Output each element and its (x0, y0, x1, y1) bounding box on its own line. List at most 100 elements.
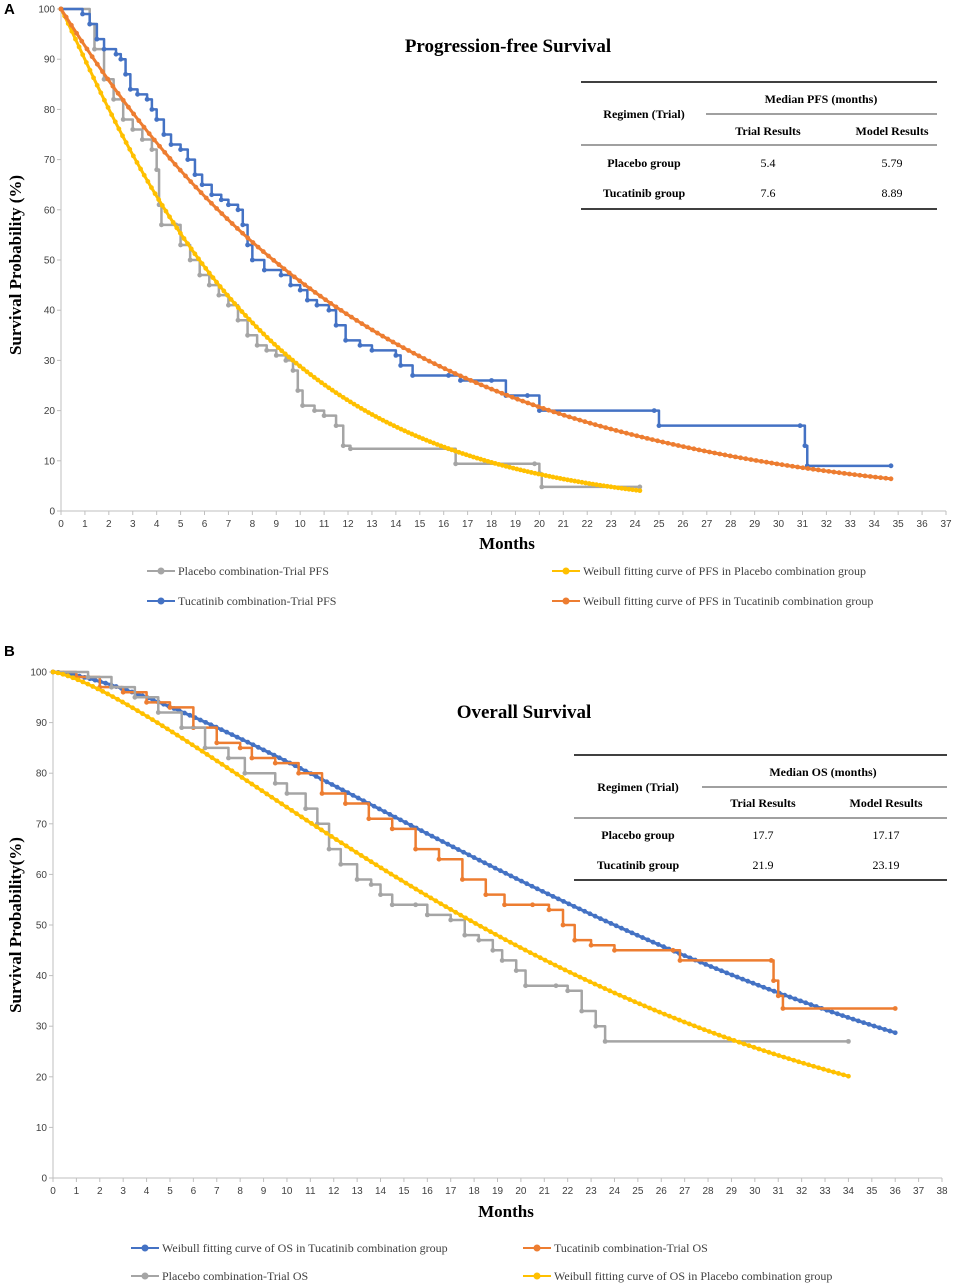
legend-item-placebo-trial-pfs: Placebo combination-Trial PFS (147, 564, 329, 578)
pfs-data-point (131, 111, 137, 117)
os-data-point (565, 988, 571, 994)
os-data-point (461, 849, 466, 855)
pfs-data-point (94, 36, 100, 42)
os-data-point (530, 902, 535, 908)
os-data-point (383, 868, 389, 874)
os-data-point (502, 902, 507, 908)
pfs-data-point (319, 380, 324, 386)
os-data-point (150, 717, 155, 723)
pfs-data-point (873, 474, 878, 480)
pfs-data-point (546, 407, 552, 413)
pfs-data-point (127, 146, 133, 152)
pfs-data-point (460, 451, 465, 456)
os-data-point (155, 710, 161, 715)
pfs-data-point (764, 459, 769, 465)
os-data-point (642, 1003, 647, 1009)
pfs-data-point (499, 390, 505, 396)
pfs-x-tick-label: 17 (462, 519, 474, 530)
pfs-data-point (390, 339, 396, 345)
pfs-data-point (76, 44, 82, 50)
pfs-data-point (255, 244, 261, 250)
os-data-point (115, 696, 121, 702)
pfs-data-point (152, 191, 158, 197)
pfs-data-point (393, 352, 399, 358)
os-series-tucatinib-combination-trial-os (53, 670, 896, 1010)
os-data-point (272, 780, 278, 786)
legend-item-placebo-trial-os: Placebo combination-Trial OS (131, 1269, 308, 1283)
os-data-point (877, 1025, 882, 1031)
os-data-point (466, 852, 472, 858)
pfs-markers-tucatinib-combination-trial-pfs (58, 6, 894, 469)
pfs-data-point (210, 275, 216, 281)
pfs-y-tick-label: 90 (44, 55, 56, 66)
os-x-tick-label: 13 (352, 1186, 364, 1197)
os-median-table: Regimen (Trial) Median OS (months) Trial… (574, 754, 947, 881)
os-data-point (408, 883, 414, 889)
pfs-x-tick-label: 34 (869, 519, 881, 530)
pfs-data-point (539, 472, 545, 478)
pfs-data-point (348, 399, 353, 405)
pfs-data-point (315, 377, 321, 383)
os-data-point (303, 806, 309, 812)
pfs-chart-title: Progression-free Survival (405, 36, 611, 57)
pfs-data-point (276, 262, 282, 267)
pfs-data-point (344, 397, 350, 403)
pfs-data-point (442, 444, 447, 450)
os-data-point (766, 1049, 772, 1055)
pfs-data-point (395, 425, 400, 430)
pfs-data-point (375, 330, 380, 336)
pfs-y-tick-label: 50 (44, 256, 56, 267)
os-data-point (388, 871, 394, 877)
pfs-data-point (232, 301, 238, 306)
pfs-data-point (149, 185, 154, 190)
os-y-tick-label: 80 (36, 769, 48, 780)
pfs-data-point (351, 401, 357, 407)
os-data-point (413, 886, 419, 892)
os-x-tick-label: 6 (191, 1186, 197, 1197)
os-x-tick-label: 27 (679, 1186, 691, 1197)
os-data-point (393, 874, 399, 880)
os-data-point (508, 873, 514, 879)
os-x-tick-label: 5 (167, 1186, 173, 1197)
os-data-point (603, 918, 609, 924)
pfs-data-point (496, 461, 502, 467)
pfs-data-point (337, 392, 342, 398)
pfs-data-point (437, 363, 443, 369)
os-table-row-regimen: Placebo group (601, 828, 675, 842)
os-data-point (208, 722, 214, 728)
os-y-tick-label: 30 (36, 1022, 48, 1033)
pfs-x-tick-label: 31 (797, 519, 809, 530)
os-data-point (219, 727, 224, 733)
pfs-data-point (608, 484, 614, 490)
pfs-data-point (188, 179, 194, 184)
pfs-data-point (362, 408, 368, 413)
pfs-data-point (349, 314, 354, 320)
pfs-data-point (111, 96, 117, 102)
os-data-point (438, 901, 444, 907)
pfs-data-point (613, 428, 619, 433)
pfs-x-tick-label: 29 (749, 519, 761, 530)
pfs-data-point (300, 403, 305, 408)
pfs-data-point (235, 305, 241, 310)
pfs-data-point (629, 432, 635, 437)
pfs-data-point (598, 423, 603, 429)
os-data-point (572, 972, 578, 978)
pfs-data-point (292, 274, 297, 280)
os-y-tick-label: 20 (36, 1072, 48, 1083)
pfs-data-point (68, 22, 74, 28)
os-data-point (443, 904, 449, 909)
os-data-point (294, 811, 299, 817)
os-x-tick-label: 15 (398, 1186, 410, 1197)
pfs-x-tick-label: 25 (653, 519, 665, 530)
panel-a-pfs-chart: A Progression-free Survival 010203040506… (4, 1, 952, 608)
pfs-data-point (532, 470, 538, 476)
pfs-data-point (432, 361, 437, 367)
pfs-data-point (826, 468, 832, 474)
pfs-x-tick-label: 37 (940, 519, 952, 530)
os-data-point (249, 755, 255, 761)
os-data-point (661, 944, 666, 950)
pfs-data-point (557, 476, 563, 481)
os-data-point (696, 1025, 702, 1031)
os-data-point (135, 708, 140, 714)
os-data-point (366, 816, 372, 822)
